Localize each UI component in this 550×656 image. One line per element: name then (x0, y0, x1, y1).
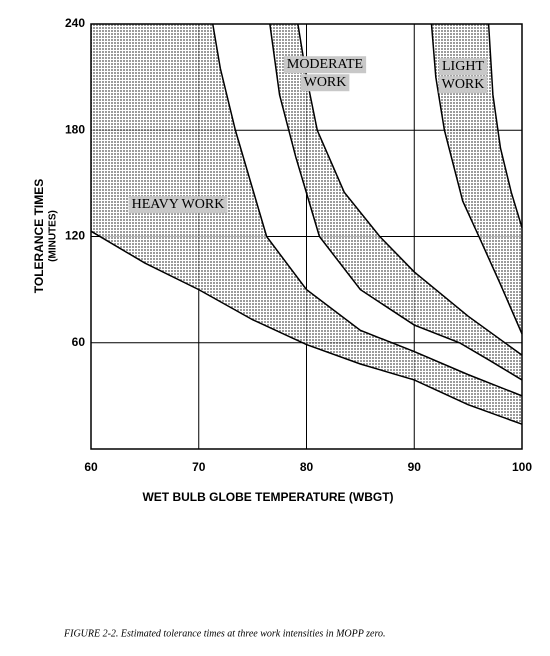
band-boundary (430, 23, 523, 335)
band-label: LIGHT (442, 59, 484, 74)
x-tick-label: 70 (192, 460, 206, 474)
band-area (431, 24, 522, 334)
band-area (91, 24, 522, 425)
y-tick-label: 120 (65, 229, 85, 243)
band-boundary (487, 23, 523, 228)
plot-frame (90, 23, 523, 450)
band-label-bg (128, 196, 228, 214)
y-axis-label: TOLERANCE TIMES (32, 179, 46, 293)
band-label: WORK (304, 75, 347, 90)
band-label-bg (300, 74, 350, 92)
y-axis-label: (MINUTES) (48, 210, 59, 262)
band-label: WORK (442, 77, 485, 92)
y-tick-label: 60 (72, 335, 86, 349)
x-tick-label: 90 (408, 460, 422, 474)
band-label-bg (283, 56, 367, 74)
y-tick-label: 240 (65, 16, 85, 30)
band-boundary (212, 23, 523, 397)
band-boundary (269, 23, 523, 381)
x-axis-label: WET BULB GLOBE TEMPERATURE (WBGT) (142, 490, 393, 504)
y-tick-label: 180 (65, 122, 85, 136)
band-label: MODERATE (287, 57, 363, 72)
caption: FIGURE 2-2. Estimated tolerance times at… (63, 628, 386, 639)
x-tick-label: 100 (512, 460, 532, 474)
band-label-bg (438, 76, 488, 94)
x-tick-label: 60 (84, 460, 98, 474)
band-boundary (90, 230, 523, 425)
x-tick-label: 80 (300, 460, 314, 474)
band-label: HEAVY WORK (132, 197, 225, 212)
band-label-bg (439, 58, 488, 76)
